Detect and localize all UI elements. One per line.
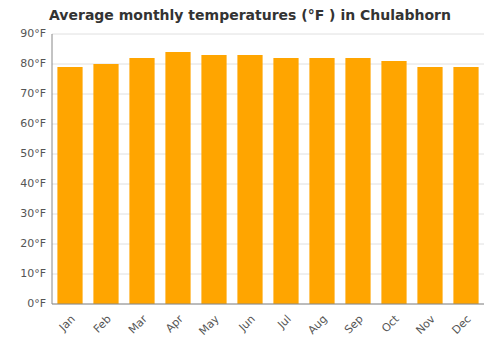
x-tick-label: Feb — [91, 313, 114, 336]
x-tick-label: May — [196, 312, 222, 338]
grid-line — [52, 304, 484, 305]
y-axis-line — [52, 34, 53, 304]
bar — [237, 55, 262, 304]
bar — [381, 61, 406, 304]
x-tick-label: Dec — [450, 313, 474, 337]
x-axis-line — [52, 304, 484, 305]
y-tick-label: 60°F — [20, 117, 46, 130]
grid — [52, 34, 484, 304]
bar — [57, 67, 82, 304]
x-tick-label: Mar — [126, 312, 150, 336]
y-tick-label: 40°F — [20, 177, 46, 190]
bar — [165, 52, 190, 304]
bar — [273, 58, 298, 304]
bar — [309, 58, 334, 304]
bar — [417, 67, 442, 304]
x-tick-label: Aug — [305, 313, 329, 337]
bar — [345, 58, 370, 304]
y-tick-label: 80°F — [20, 57, 46, 70]
page: {"chart_data": {"type": "bar", "title": … — [0, 0, 500, 350]
x-tick-label: Apr — [163, 312, 186, 335]
bar — [453, 67, 478, 304]
x-tick-label: Jun — [236, 313, 258, 335]
chart: Average monthly temperatures (°F ) in Ch… — [0, 0, 500, 350]
x-tick-label: Jul — [274, 313, 293, 332]
bar — [201, 55, 226, 304]
x-tick-label: Oct — [379, 312, 402, 335]
y-tick-label: 0°F — [27, 297, 46, 310]
y-tick-label: 30°F — [20, 207, 46, 220]
title: Average monthly temperatures (°F ) in Ch… — [49, 7, 451, 23]
grid-line — [52, 34, 484, 35]
y-tick-label: 50°F — [20, 147, 46, 160]
bar — [129, 58, 154, 304]
y-tick-label: 70°F — [20, 87, 46, 100]
x-tick-label: Nov — [413, 312, 438, 337]
y-tick-label: 20°F — [20, 237, 46, 250]
x-tick-label: Sep — [342, 313, 366, 337]
y-tick-label: 90°F — [20, 27, 46, 40]
bar — [93, 64, 118, 304]
x-tick-label: Jan — [56, 313, 78, 335]
y-tick-label: 10°F — [20, 267, 46, 280]
bars — [57, 52, 478, 304]
